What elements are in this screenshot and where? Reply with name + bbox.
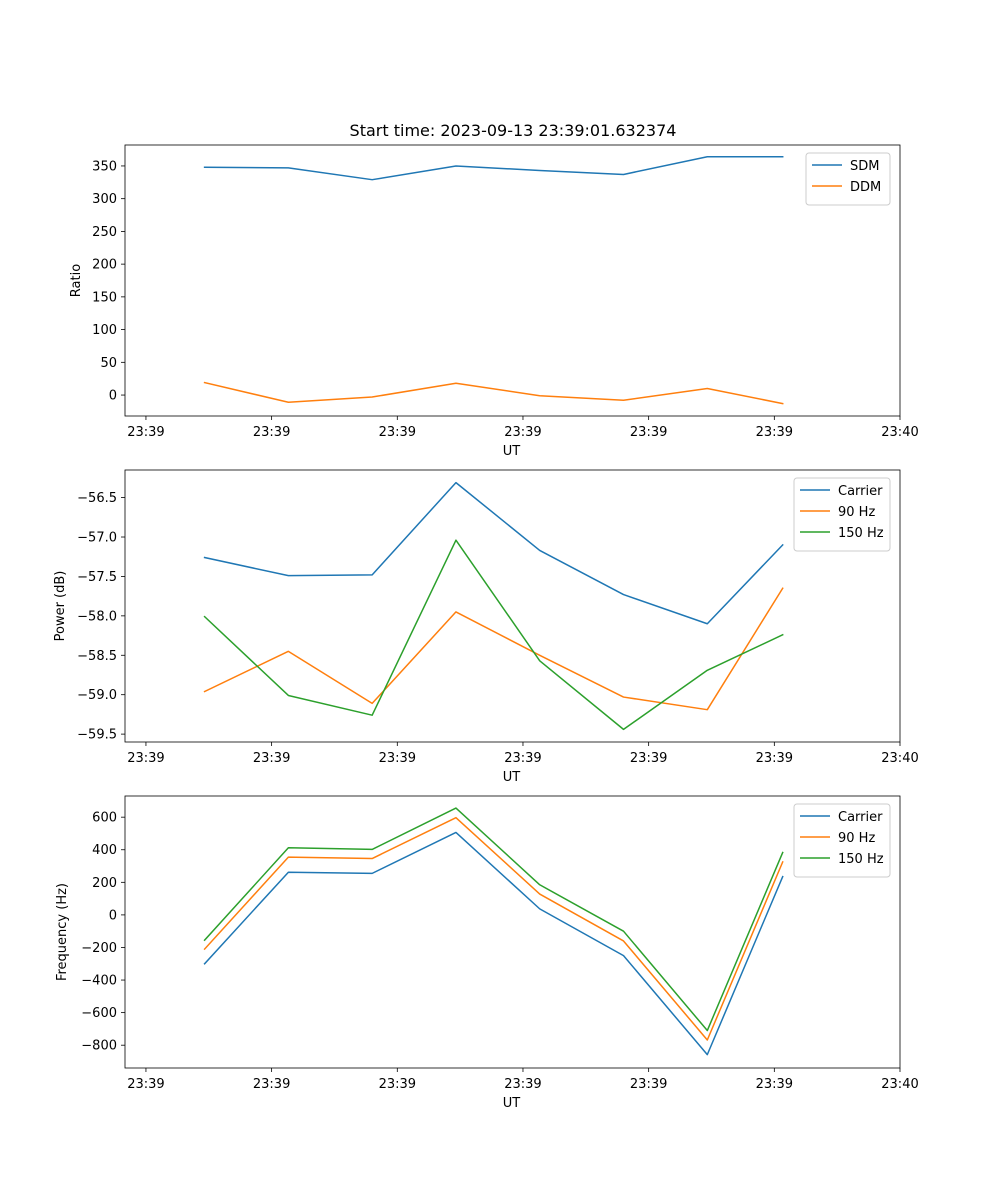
frequency-y-tick-label: 0 [109,908,117,923]
ratio-y-tick-label: 0 [109,389,117,404]
power-x-tick-label: 23:39 [253,751,290,766]
frequency-axes-frame [124,795,901,1069]
power-y-tick-label: −58.0 [77,609,117,624]
frequency-x-tick-label: 23:40 [881,1077,918,1092]
power-y-tick-label: −56.5 [77,491,117,506]
ratio-x-tick-label: 23:39 [379,425,416,440]
power-legend: Carrier 90 Hz 150 Hz [793,477,891,552]
ratio-legend: SDM DDM [805,152,891,206]
frequency-y-tick-label: −400 [81,974,117,989]
ratio-axes: 23:39 23:39 23:39 23:39 23:39 23:39 23:40 0 50 10… [69,144,919,459]
power-series-carrier-line [203,481,784,625]
frequency-x-tick-label: 23:39 [379,1077,416,1092]
frequency-series-150-hz-line [203,807,784,1032]
ratio-y-tick-label: 250 [92,225,117,240]
ratio-x-tick-label: 23:39 [127,425,164,440]
ratio-legend-box [805,152,891,206]
frequency-y-tick-label: −800 [81,1039,117,1054]
frequency-legend: Carrier 90 Hz 150 Hz [793,803,891,878]
ratio-y-tick-label: 50 [100,356,117,371]
ratio-y-axis-label: Ratio [69,264,84,297]
ratio-series-ddm-line [203,381,784,405]
ratio-y-tick-label: 300 [92,192,117,207]
frequency-legend-label-carrier: Carrier [838,810,883,825]
power-y-tick-label: −58.5 [77,649,117,664]
power-x-axis-label: UT [503,770,521,785]
ratio-legend-label-ddm: DDM [850,180,881,195]
power-legend-label-150-hz: 150 Hz [838,526,884,541]
frequency-y-tick-label: 600 [92,811,117,826]
power-legend-label-carrier: Carrier [838,484,883,499]
ratio-legend-label-sdm: SDM [850,159,879,174]
power-x-tick-label: 23:39 [630,751,667,766]
power-y-tick-label: −57.5 [77,570,117,585]
ratio-x-tick-label: 23:39 [756,425,793,440]
ratio-series-sdm-line [203,156,784,181]
frequency-legend-label-150-hz: 150 Hz [838,852,884,867]
frequency-y-tick-label: 400 [92,843,117,858]
frequency-x-tick-label: 23:39 [756,1077,793,1092]
ratio-x-tick-label: 23:39 [253,425,290,440]
power-x-tick-label: 23:39 [504,751,541,766]
ratio-x-axis-label: UT [503,444,521,459]
frequency-x-tick-label: 23:39 [127,1077,164,1092]
power-series-90-hz-line [203,587,784,711]
ratio-y-tick-label: 350 [92,159,117,174]
frequency-y-tick-label: −200 [81,941,117,956]
frequency-series-90-hz-line [203,816,784,1041]
power-x-tick-label: 23:39 [127,751,164,766]
figure-title: Start time: 2023-09-13 23:39:01.632374 [350,121,677,140]
power-y-tick-label: −59.0 [77,688,117,703]
ratio-y-tick-label: 150 [92,290,117,305]
power-axes: 23:39 23:39 23:39 23:39 23:39 23:39 23:40 −59.5… [53,469,919,785]
frequency-legend-label-90-hz: 90 Hz [838,831,875,846]
power-x-tick-label: 23:39 [756,751,793,766]
ratio-y-tick-label: 100 [92,323,117,338]
power-y-axis-label: Power (dB) [53,571,68,642]
power-series-150-hz-line [203,539,784,731]
frequency-series-carrier-line [203,831,784,1056]
frequency-x-tick-label: 23:39 [253,1077,290,1092]
frequency-axes: 23:39 23:39 23:39 23:39 23:39 23:39 23:40 −800 −… [55,795,919,1111]
power-axes-frame [124,469,901,743]
ratio-x-tick-label: 23:40 [881,425,918,440]
power-legend-label-90-hz: 90 Hz [838,505,875,520]
power-y-tick-label: −59.5 [77,728,117,743]
power-x-tick-label: 23:39 [379,751,416,766]
frequency-y-tick-label: 200 [92,876,117,891]
power-x-tick-label: 23:40 [881,751,918,766]
ratio-x-tick-label: 23:39 [630,425,667,440]
ratio-y-tick-label: 200 [92,258,117,273]
ratio-x-tick-label: 23:39 [504,425,541,440]
frequency-x-tick-label: 23:39 [630,1077,667,1092]
frequency-y-tick-label: −600 [81,1006,117,1021]
power-y-tick-label: −57.0 [77,531,117,546]
frequency-x-axis-label: UT [503,1096,521,1111]
frequency-y-axis-label: Frequency (Hz) [55,883,70,981]
frequency-x-tick-label: 23:39 [504,1077,541,1092]
ratio-axes-frame [124,144,901,417]
